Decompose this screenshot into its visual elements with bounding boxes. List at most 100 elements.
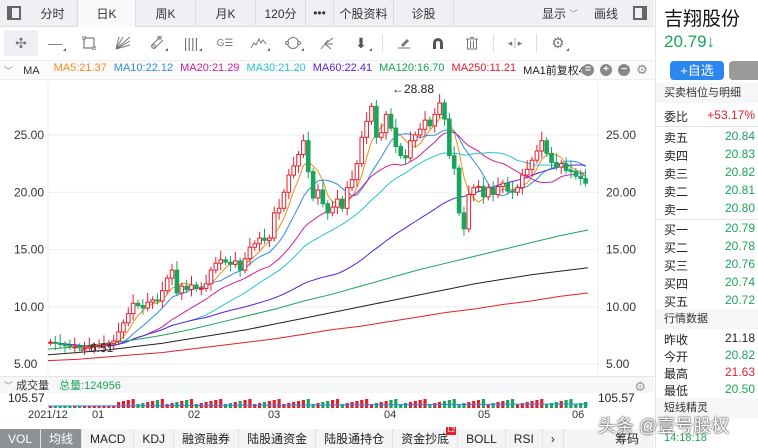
gear-icon[interactable]: ⚙ — [636, 62, 648, 77]
row-value: 20.80 — [724, 201, 755, 215]
candle — [179, 285, 185, 294]
candle — [140, 305, 146, 309]
asks-row: 卖二 20.81 — [664, 183, 758, 200]
display-dropdown[interactable]: 显示 ﹀ — [534, 5, 586, 22]
row-value: 21.63 — [724, 365, 755, 379]
tab-4[interactable]: 120分 — [256, 0, 306, 27]
indicator-tab-6[interactable]: 陆股通持仓 — [316, 429, 394, 448]
row-value: 20.84 — [724, 129, 755, 143]
candle — [135, 302, 141, 307]
y-tick-label-left: 10.00 — [14, 300, 44, 314]
indicator-tab-5[interactable]: 陆股通资金 — [239, 429, 317, 448]
volume-scale-left: 105.57 — [8, 391, 45, 405]
eraser-icon[interactable] — [387, 30, 421, 56]
candle — [437, 102, 442, 115]
indicator-tab-1[interactable]: 均线 — [41, 429, 83, 448]
indicator-tab-3[interactable]: KDJ — [134, 429, 175, 448]
ma-toggle[interactable]: ﹀ MA — [4, 64, 47, 77]
row-value: 20.83 — [724, 147, 755, 161]
split-icon[interactable]: ◂┊▸ — [507, 37, 523, 48]
candle — [568, 169, 574, 173]
add-to-watchlist-button[interactable]: +自选 — [670, 61, 724, 80]
tab-0[interactable]: 分时 — [28, 0, 78, 27]
magnet-icon[interactable] — [421, 30, 455, 56]
candle — [160, 290, 165, 302]
divider — [656, 126, 758, 127]
volume-toggle[interactable]: ﹀ 成交量 — [4, 377, 49, 393]
pitchfork-icon[interactable] — [310, 30, 344, 56]
tab-3[interactable]: 月K — [196, 0, 256, 27]
row-value: 20.76 — [724, 257, 755, 271]
indicator-tab-0[interactable]: VOL — [0, 429, 42, 448]
tab-7[interactable]: 诊股 — [394, 0, 454, 27]
candlestick-chart[interactable]: 25.00 25.00 20.00 20.00 15.00 15.00 10.00 10.00… — [0, 81, 654, 374]
candle — [169, 269, 175, 279]
remove-icon[interactable]: − — [618, 64, 630, 76]
quote-row: 今开 20.82 — [664, 348, 758, 365]
indicator-tab-7[interactable]: 资金抄底 L2 — [393, 427, 459, 448]
candle — [257, 237, 262, 245]
candle — [48, 341, 53, 344]
indicator-tab-2[interactable]: MACD — [82, 429, 135, 448]
bids-row: 买一 20.79 — [664, 221, 758, 238]
candle — [271, 212, 277, 239]
volume-settings-icon[interactable]: ⚙ — [634, 379, 646, 394]
text-label-icon[interactable]: G☰ — [216, 37, 234, 49]
line-icon[interactable]: — — [38, 30, 72, 56]
tab-6[interactable]: 个股资料 — [334, 0, 394, 27]
candle — [67, 345, 73, 348]
fan-icon[interactable] — [106, 30, 140, 56]
candle — [315, 189, 321, 199]
y-tick-label-right: 5.00 — [606, 357, 630, 371]
secondary-button[interactable] — [729, 61, 758, 80]
stock-name: 吉翔股份 — [664, 9, 741, 30]
candle — [412, 134, 418, 142]
candle — [408, 140, 413, 159]
chips-button[interactable]: 筹码 — [600, 429, 654, 448]
candle — [500, 182, 506, 188]
add-icon[interactable]: + — [600, 64, 612, 76]
rectangle-icon[interactable] — [72, 30, 106, 56]
high-annotation: ←28.88 — [392, 82, 434, 96]
candle — [57, 342, 63, 346]
draw-lines-button[interactable]: 画线 — [586, 5, 626, 22]
arrow-down-icon[interactable]: ⬇ — [344, 30, 378, 56]
channel-icon[interactable] — [140, 30, 174, 56]
indicator-tab-4[interactable]: 融资融券 — [174, 429, 240, 448]
x-tick-label: 2021/12 — [28, 409, 68, 421]
move-crosshair-icon[interactable]: ✣ — [4, 30, 38, 56]
circle-icon[interactable] — [276, 30, 310, 56]
candle — [52, 341, 58, 344]
settings-icon[interactable]: ⚙ — [541, 30, 575, 56]
y-tick-label-right: 15.00 — [606, 243, 636, 257]
y-tick-label-right: 20.00 — [606, 185, 636, 199]
ma-legend-item: MA20:21.29 — [180, 62, 240, 74]
candle — [91, 345, 97, 348]
vertical-lines-icon[interactable]: |||| — [174, 30, 208, 56]
sidebar-left-icon — [7, 6, 21, 20]
candle — [121, 322, 126, 333]
ma60-line — [50, 164, 586, 347]
trash-icon[interactable] — [455, 30, 489, 56]
tab-1[interactable]: 日K — [78, 0, 136, 27]
indicator-tab-10[interactable]: › — [543, 429, 564, 448]
row-value: 20.72 — [724, 293, 755, 307]
tab-2[interactable]: 周K — [136, 0, 196, 27]
ma-legend-item: MA1前复权4 — [523, 65, 585, 77]
indicator-tab-8[interactable]: BOLL — [458, 429, 506, 448]
l2-badge: L2 — [446, 427, 457, 435]
tab-5[interactable]: ••• — [306, 0, 334, 27]
candle — [583, 178, 588, 184]
collapse-icon[interactable]: = — [582, 64, 594, 76]
candle — [87, 346, 92, 349]
candle — [558, 163, 564, 168]
toggle-right-sidebar-button[interactable] — [626, 0, 654, 27]
candle — [101, 344, 107, 347]
toggle-left-sidebar-button[interactable] — [0, 0, 28, 27]
candle — [247, 246, 253, 260]
x-tick-label: 03 — [268, 409, 281, 421]
wave-icon[interactable] — [242, 30, 276, 56]
volume-chart[interactable] — [0, 392, 654, 408]
candle — [237, 260, 243, 271]
indicator-tab-9[interactable]: RSI — [506, 429, 543, 448]
